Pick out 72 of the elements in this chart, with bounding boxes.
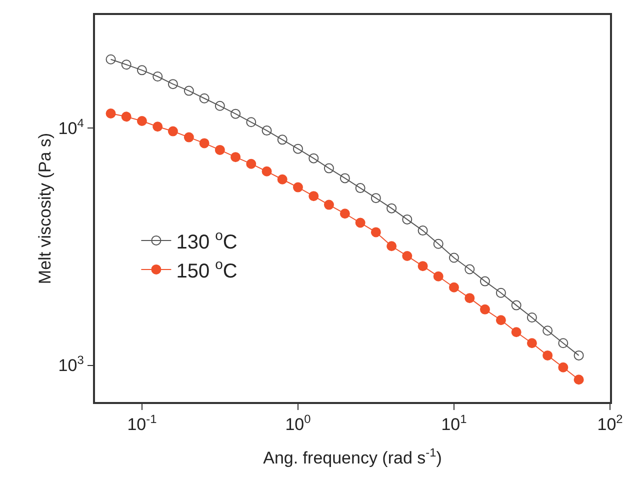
point	[370, 227, 381, 238]
point	[199, 138, 210, 148]
point	[464, 293, 475, 304]
point	[386, 241, 397, 252]
point	[214, 144, 225, 155]
point	[121, 60, 132, 70]
point	[340, 173, 350, 184]
point	[574, 374, 584, 385]
point	[480, 276, 490, 286]
legend-label: 130 $^{o}$C	[176, 226, 238, 254]
point	[168, 126, 178, 136]
point	[121, 112, 132, 122]
point	[324, 163, 334, 174]
point	[340, 208, 350, 219]
point	[168, 79, 178, 90]
point	[355, 218, 366, 228]
point	[184, 86, 194, 96]
point	[355, 183, 366, 194]
point	[526, 312, 537, 323]
x-tick-label: 10$^{-1}$	[127, 412, 158, 434]
point	[464, 264, 475, 274]
legend-label: 150 $^{o}$C	[176, 256, 238, 282]
point	[277, 134, 288, 145]
point	[511, 300, 522, 310]
point	[106, 108, 116, 118]
point	[230, 152, 241, 162]
point	[496, 288, 506, 298]
point	[246, 117, 256, 128]
point	[574, 350, 584, 360]
point	[262, 166, 272, 176]
point	[230, 108, 241, 119]
point	[418, 261, 428, 272]
y-tick-label: 10$^{4}$	[58, 116, 84, 138]
point	[402, 214, 412, 224]
point	[402, 250, 412, 261]
y-tick-label: 10$^{3}$	[58, 353, 84, 376]
point	[511, 327, 522, 338]
point	[106, 54, 116, 64]
point	[292, 144, 303, 154]
point	[418, 226, 428, 236]
point	[433, 271, 444, 282]
point	[184, 132, 194, 142]
point	[558, 338, 568, 348]
x-tick-label: 10$^{2}$	[597, 412, 624, 434]
point	[526, 338, 537, 348]
point	[433, 238, 444, 249]
point	[152, 122, 163, 132]
point	[558, 362, 568, 372]
y-axis-title: Melt viscosity (Pa s)	[36, 132, 54, 284]
point	[136, 65, 147, 76]
x-tick-label: 10$^{1}$	[441, 412, 468, 434]
point	[308, 191, 319, 202]
point	[480, 304, 490, 314]
point	[448, 282, 459, 292]
point	[448, 252, 459, 263]
point	[199, 93, 210, 104]
point	[324, 200, 334, 210]
point	[214, 100, 225, 111]
point	[496, 315, 506, 326]
point	[152, 72, 163, 82]
x-axis-title: Ang. frequency (rad s$^{-1}$)	[263, 445, 442, 468]
point	[277, 174, 288, 184]
point	[292, 182, 303, 192]
point	[308, 153, 319, 164]
point	[136, 116, 147, 126]
point	[542, 326, 553, 336]
point	[542, 350, 553, 360]
point	[386, 203, 397, 214]
point	[370, 193, 381, 204]
point	[246, 158, 256, 169]
point	[262, 126, 272, 136]
x-tick-label: 10$^{0}$	[285, 412, 312, 434]
